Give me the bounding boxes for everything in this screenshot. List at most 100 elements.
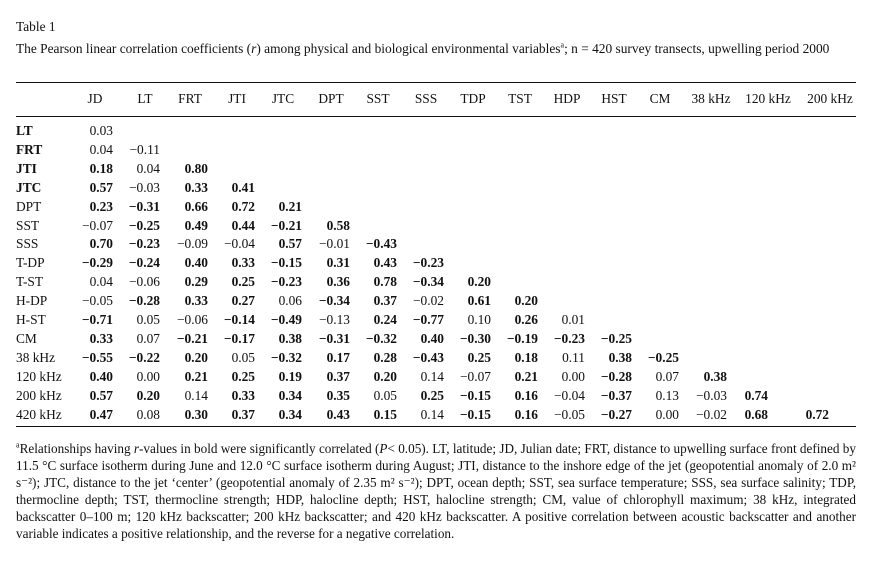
correlation-cell: 0.17 bbox=[326, 349, 350, 365]
correlation-cell: 0.21 bbox=[184, 368, 208, 384]
correlation-cell: 0.07 bbox=[655, 368, 679, 384]
correlation-cell: 0.36 bbox=[326, 274, 350, 290]
correlation-cell: −0.37 bbox=[600, 387, 632, 403]
correlation-cell: −0.43 bbox=[412, 349, 444, 365]
correlation-cell: −0.24 bbox=[128, 255, 160, 271]
correlation-cell: 0.57 bbox=[89, 387, 113, 403]
correlation-cell: −0.03 bbox=[696, 387, 727, 403]
correlation-cell: −0.49 bbox=[270, 312, 302, 327]
caption-text: ; n = 420 survey transects, upwelling pe… bbox=[564, 41, 830, 56]
row-label: DPT bbox=[16, 198, 42, 214]
correlation-cell: 0.49 bbox=[184, 217, 208, 233]
correlation-cell: 0.26 bbox=[514, 312, 538, 327]
row-label: 420 kHz bbox=[16, 406, 62, 422]
correlation-cell: −0.15 bbox=[459, 406, 491, 422]
caption-text: ) among physical and biological environm… bbox=[256, 41, 561, 56]
footnote-r: r bbox=[133, 441, 140, 456]
correlation-cell: 0.43 bbox=[326, 406, 350, 422]
correlation-cell: 0.00 bbox=[136, 368, 160, 384]
correlation-cell: 0.29 bbox=[184, 274, 208, 290]
column-header: 120 kHz bbox=[745, 91, 791, 106]
correlation-cell: 0.61 bbox=[467, 293, 491, 309]
correlation-cell: −0.43 bbox=[365, 236, 397, 252]
correlation-cell: −0.07 bbox=[82, 217, 113, 233]
correlation-cell: 0.72 bbox=[231, 198, 255, 214]
correlation-cell: 0.18 bbox=[89, 160, 113, 176]
column-header: HST bbox=[601, 91, 627, 106]
correlation-cell: 0.19 bbox=[278, 368, 302, 384]
table-footnote: aRelationships having r-values in bold w… bbox=[16, 440, 856, 542]
correlation-cell: 0.01 bbox=[561, 312, 585, 327]
correlation-cell: 0.18 bbox=[514, 349, 538, 365]
correlation-cell: 0.25 bbox=[467, 349, 491, 365]
correlation-cell: 0.38 bbox=[278, 330, 302, 346]
correlation-cell: 0.80 bbox=[184, 160, 208, 176]
correlation-cell: 0.33 bbox=[184, 179, 208, 195]
column-header: TST bbox=[508, 91, 532, 106]
correlation-cell: 0.57 bbox=[89, 179, 113, 195]
correlation-cell: −0.23 bbox=[270, 274, 302, 290]
row-label: 120 kHz bbox=[16, 368, 62, 384]
correlation-cell: −0.25 bbox=[647, 349, 679, 365]
correlation-cell: 0.66 bbox=[184, 198, 208, 214]
correlation-cell: −0.23 bbox=[128, 236, 160, 252]
correlation-cell: 0.40 bbox=[420, 330, 444, 346]
correlation-cell: 0.14 bbox=[420, 406, 444, 422]
correlation-cell: 0.78 bbox=[373, 274, 397, 290]
row-label: FRT bbox=[16, 141, 43, 157]
correlation-cell: 0.43 bbox=[373, 255, 397, 271]
correlation-cell: 0.41 bbox=[231, 179, 255, 195]
caption-text: The Pearson linear correlation coefficie… bbox=[16, 41, 252, 56]
correlation-cell: −0.28 bbox=[128, 293, 160, 309]
correlation-cell: −0.25 bbox=[600, 330, 632, 346]
footnote-text: Relationships having bbox=[19, 441, 134, 456]
correlation-cell: −0.27 bbox=[600, 406, 632, 422]
correlation-cell: 0.37 bbox=[373, 293, 397, 309]
correlation-cell: −0.25 bbox=[128, 217, 160, 233]
column-header: DPT bbox=[318, 91, 344, 106]
footnote-p: P bbox=[379, 441, 388, 456]
row-label: 38 kHz bbox=[16, 349, 56, 365]
correlation-cell: 0.38 bbox=[608, 349, 632, 365]
correlation-cell: −0.77 bbox=[412, 312, 444, 327]
correlation-cell: −0.01 bbox=[319, 236, 350, 252]
column-header: JD bbox=[87, 91, 103, 106]
correlation-cell: 0.25 bbox=[231, 368, 255, 384]
row-label: SST bbox=[16, 217, 40, 233]
correlation-cell: −0.17 bbox=[223, 330, 255, 346]
column-header: JTC bbox=[271, 91, 295, 106]
correlation-cell: 0.25 bbox=[420, 387, 444, 403]
row-label: JTI bbox=[16, 160, 37, 176]
correlation-cell: 0.11 bbox=[562, 349, 585, 365]
correlation-cell: 0.20 bbox=[467, 274, 491, 290]
column-header: HDP bbox=[553, 91, 581, 106]
correlation-cell: 0.37 bbox=[326, 368, 350, 384]
correlation-cell: 0.72 bbox=[805, 406, 829, 422]
column-header: TDP bbox=[460, 91, 486, 106]
correlation-cell: 0.40 bbox=[184, 255, 208, 271]
top-rule bbox=[16, 82, 856, 83]
row-label: T-ST bbox=[16, 274, 44, 290]
correlation-cell: −0.22 bbox=[128, 349, 160, 365]
correlation-cell: 0.07 bbox=[136, 330, 160, 346]
correlation-cell: −0.13 bbox=[319, 312, 350, 327]
correlation-cell: −0.07 bbox=[460, 368, 491, 384]
correlation-cell: 0.10 bbox=[467, 312, 491, 327]
column-header: 200 kHz bbox=[807, 91, 853, 106]
correlation-cell: 0.05 bbox=[231, 349, 255, 365]
correlation-cell: 0.68 bbox=[744, 406, 768, 422]
correlation-cell: 0.37 bbox=[231, 406, 255, 422]
column-header: LT bbox=[137, 91, 153, 106]
bottom-rule bbox=[16, 426, 856, 427]
correlation-cell: 0.34 bbox=[278, 406, 302, 422]
correlation-cell: 0.57 bbox=[278, 236, 302, 252]
column-header: SST bbox=[366, 91, 390, 106]
correlation-cell: −0.71 bbox=[81, 312, 113, 327]
correlation-cell: −0.28 bbox=[600, 368, 632, 384]
correlation-cell: −0.05 bbox=[82, 293, 113, 309]
caption-footnote-marker: a bbox=[560, 40, 565, 50]
correlation-cell: 0.44 bbox=[231, 217, 255, 233]
row-label: LT bbox=[16, 123, 33, 138]
correlation-cell: −0.03 bbox=[129, 179, 160, 195]
